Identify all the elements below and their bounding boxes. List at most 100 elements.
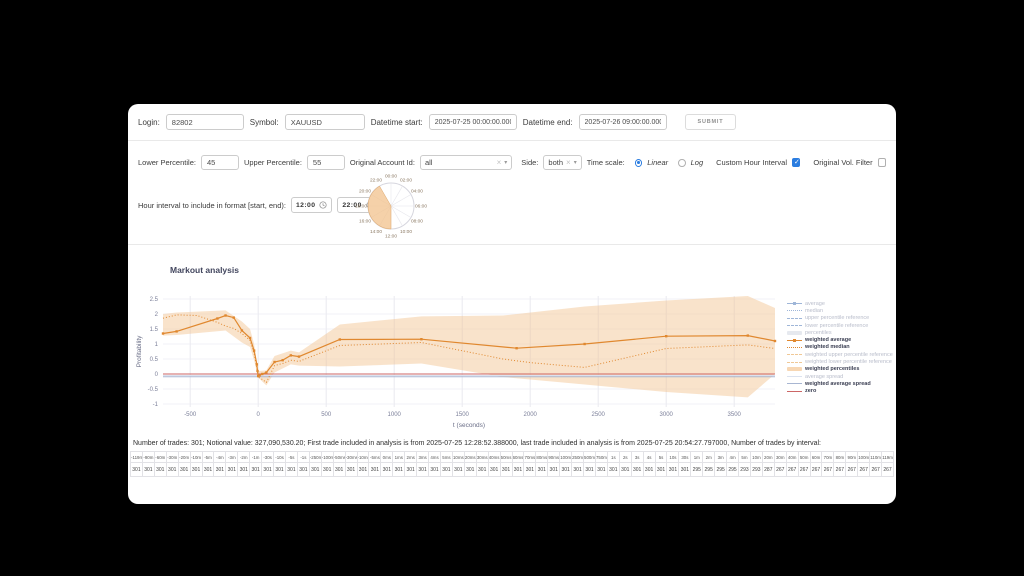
- query-bar: Login: Symbol: Datetime start: Datetime …: [128, 104, 896, 133]
- legend-item[interactable]: percentiles: [787, 329, 893, 336]
- interval-label-cell: -5m: [201, 451, 215, 463]
- interval-label-cell: 110m: [869, 451, 883, 463]
- datetime-start-input[interactable]: [428, 114, 517, 130]
- interval-count-cell: 301: [511, 462, 525, 477]
- interval-count-cell: 301: [177, 462, 191, 477]
- account-id-label: Original Account Id:: [349, 158, 415, 167]
- datetime-end-input[interactable]: [578, 114, 667, 130]
- legend-label[interactable]: weighted lower percentile reference: [805, 359, 892, 366]
- interval-count-cell: 301: [249, 462, 263, 477]
- legend-swatch-icon: [787, 361, 802, 363]
- legend-label[interactable]: average spread: [805, 373, 844, 380]
- clock-icon: [319, 201, 327, 209]
- interval-count-cell: 301: [308, 462, 322, 477]
- interval-count-cell: 301: [189, 462, 203, 477]
- upper-percentile-input[interactable]: [306, 155, 345, 170]
- hour-start-input[interactable]: 12:00: [290, 197, 333, 213]
- datetime-start-label: Datetime start:: [370, 117, 423, 127]
- symbol-input[interactable]: [284, 114, 365, 130]
- svg-text:-0.5: -0.5: [148, 387, 159, 393]
- interval-count-cell: 301: [618, 462, 632, 477]
- interval-label-cell: -2m: [237, 451, 251, 463]
- interval-label-cell: -10s: [273, 451, 286, 463]
- interval-label-cell: 5ms: [439, 451, 453, 463]
- legend-item[interactable]: weighted average spread: [787, 380, 893, 387]
- svg-text:3500: 3500: [728, 412, 742, 418]
- legend-label[interactable]: weighted median: [805, 344, 850, 351]
- interval-count-cell: 301: [237, 462, 251, 477]
- submit-button[interactable]: SUBMIT: [684, 114, 737, 130]
- chevron-down-icon[interactable]: ▾: [573, 160, 577, 166]
- interval-label-cell: -30m: [165, 451, 179, 463]
- legend-label[interactable]: percentiles: [805, 329, 832, 336]
- legend-item[interactable]: weighted upper percentile reference: [787, 351, 893, 358]
- interval-label-cell: 250ms: [571, 451, 585, 463]
- legend-label[interactable]: median: [805, 307, 824, 314]
- clear-icon[interactable]: ×: [496, 158, 502, 167]
- chart-title: Markout analysis: [170, 265, 239, 275]
- hour-interval-label: Hour interval to include in format [star…: [138, 200, 286, 210]
- legend-label[interactable]: zero: [805, 388, 817, 395]
- legend-label[interactable]: weighted average spread: [805, 380, 871, 387]
- interval-label-cell: -119m: [130, 451, 143, 463]
- legend-item[interactable]: lower percentile reference: [787, 322, 893, 329]
- side-select[interactable]: both × ▾: [543, 155, 582, 170]
- svg-text:1: 1: [155, 342, 159, 348]
- legend-item[interactable]: median: [787, 307, 893, 314]
- interval-label-cell: 10m: [749, 451, 763, 463]
- interval-label-cell: 10s: [666, 451, 680, 463]
- interval-count-cell: 267: [773, 462, 787, 477]
- interval-label-cell: 2s: [618, 451, 632, 463]
- clock-hour-label: 20:00: [359, 188, 371, 194]
- hour-end-value: 22:00: [342, 201, 362, 209]
- clock-hour-label: 14:00: [370, 229, 382, 235]
- account-id-select[interactable]: all × ▾: [419, 155, 513, 170]
- interval-label-cell: 20m: [761, 451, 775, 463]
- legend-item[interactable]: weighted lower percentile reference: [787, 358, 893, 365]
- radio-linear-label[interactable]: Linear: [647, 158, 669, 167]
- legend-label[interactable]: weighted upper percentile reference: [805, 351, 893, 358]
- interval-label-cell: -10ms: [356, 451, 370, 463]
- interval-count-cell: 295: [714, 462, 728, 477]
- svg-text:1500: 1500: [456, 412, 470, 418]
- legend-swatch-icon: [787, 302, 802, 306]
- legend-item[interactable]: weighted average: [787, 336, 893, 343]
- legend-item[interactable]: upper percentile reference: [787, 315, 893, 322]
- clear-icon[interactable]: ×: [566, 158, 571, 167]
- legend-label[interactable]: weighted average: [805, 337, 852, 344]
- checkbox-original-vol-filter[interactable]: [877, 158, 886, 167]
- legend-label[interactable]: weighted percentiles: [805, 366, 860, 373]
- radio-log[interactable]: [678, 158, 686, 167]
- interval-label-cell: -1s: [296, 451, 310, 463]
- svg-text:0.5: 0.5: [150, 357, 159, 363]
- legend-swatch-icon: [787, 376, 802, 378]
- radio-log-label[interactable]: Log: [690, 158, 704, 167]
- interval-label-cell: 50m: [797, 451, 811, 463]
- interval-label-cell: 70ms: [523, 451, 537, 463]
- interval-count-cell: 301: [261, 462, 275, 477]
- interval-count-cell: 301: [416, 462, 430, 477]
- legend-item[interactable]: average: [787, 300, 893, 307]
- radio-linear[interactable]: [634, 158, 643, 167]
- checkbox-custom-hour-interval[interactable]: [791, 158, 801, 167]
- interval-label-cell: 4m: [726, 451, 740, 463]
- login-input[interactable]: [165, 114, 244, 130]
- interval-label-cell: -100ms: [320, 451, 334, 463]
- side-value: both: [548, 158, 564, 167]
- legend-item[interactable]: average spread: [787, 373, 893, 380]
- legend-label[interactable]: average: [805, 300, 825, 307]
- interval-count-cell: 301: [320, 462, 334, 477]
- lower-percentile-input[interactable]: [200, 155, 239, 170]
- legend-label[interactable]: upper percentile reference: [805, 315, 870, 322]
- interval-label-cell: 750ms: [594, 451, 608, 463]
- symbol-label: Symbol:: [249, 117, 279, 127]
- legend-label[interactable]: lower percentile reference: [805, 322, 869, 329]
- upper-percentile-label: Upper Percentile:: [243, 158, 302, 167]
- chevron-down-icon[interactable]: ▾: [504, 160, 508, 166]
- legend-item[interactable]: weighted median: [787, 344, 893, 351]
- legend-swatch-icon: [787, 390, 802, 392]
- legend-item[interactable]: weighted percentiles: [787, 366, 893, 373]
- svg-text:3000: 3000: [660, 412, 674, 418]
- legend-item[interactable]: zero: [787, 388, 893, 395]
- interval-label-cell: 50ms: [499, 451, 513, 463]
